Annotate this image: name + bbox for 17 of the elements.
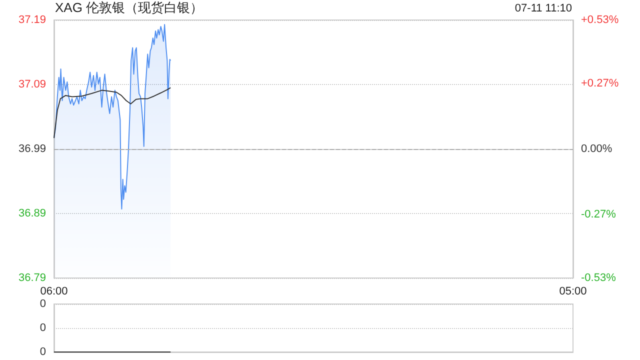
y2-tick-label: +0.27% (581, 77, 619, 90)
text: 07-11 11:10 (514, 2, 572, 14)
y-tick-label: 0 (40, 322, 46, 334)
y2-tick-label: 0.00% (581, 143, 612, 155)
y-tick-label: 36.99 (18, 143, 46, 155)
y-tick-label: 0 (40, 298, 46, 310)
y-tick-label: 36.79 (18, 272, 46, 284)
y-tick-label: 37.09 (18, 78, 46, 90)
x-tick-label: 06:00 (40, 286, 68, 298)
y2-tick-label: +0.53% (581, 14, 619, 26)
y2-tick-label: -0.27% (581, 208, 616, 221)
y-tick-label: 0 (40, 346, 46, 358)
chart-title: XAG 伦敦银（现货白银） (55, 0, 204, 15)
y-tick-label: 36.89 (18, 208, 46, 220)
x-tick-label: 05:00 (559, 286, 587, 298)
y-tick-label: 37.19 (18, 14, 46, 26)
y2-tick-label: -0.53% (581, 272, 616, 284)
